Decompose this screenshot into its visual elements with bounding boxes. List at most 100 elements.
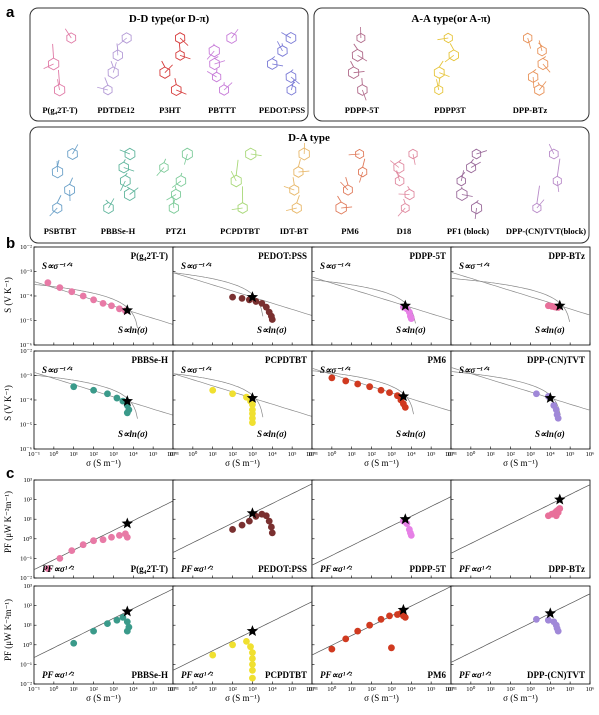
molecule-ring — [552, 175, 562, 187]
data-point — [116, 305, 123, 313]
fit-line-pf — [34, 588, 173, 658]
panel-b-seebeck: 10⁻⁶ 10⁻⁵ 10⁻⁴ 10⁻³ 10⁻² P(g₄2T-T) S∝σ⁻¹ᐟ⁴ S∝ln… — [20, 244, 595, 468]
molecule-bond — [110, 60, 114, 68]
molecule-bond — [395, 172, 400, 177]
data-point — [328, 645, 336, 653]
molecule-ring — [209, 57, 220, 71]
b-y-axis-label-top: S (V K⁻¹) — [3, 277, 13, 313]
fit-line-pf — [451, 593, 590, 663]
subplot-title: DPP-BTz — [549, 251, 586, 261]
molecule-bond — [398, 159, 402, 163]
data-point — [108, 302, 115, 310]
molecule-bond — [161, 60, 166, 68]
x-tick-label: 10¹ — [347, 686, 356, 693]
molecule-ring — [103, 84, 113, 96]
molecule-ring — [343, 184, 353, 196]
molecule-name: PSBTBT — [44, 226, 77, 236]
fit-line-pf — [451, 484, 590, 554]
molecule-name: PDPP-5T — [345, 105, 380, 115]
x-tick-label: 10⁶ — [169, 451, 178, 458]
annotation-power-law: S∝σ⁻¹ᐟ⁴ — [42, 365, 73, 375]
molecule-bond — [353, 71, 365, 74]
data-point — [401, 403, 409, 411]
molecule-name: DPP-(CN)TVT(block) — [506, 226, 586, 236]
molecule-bond — [179, 54, 191, 60]
molecule-bond — [527, 37, 532, 49]
molecule-bond — [357, 54, 368, 62]
star-marker — [399, 513, 411, 525]
data-point — [90, 537, 97, 545]
x-axis-label: σ (S m⁻¹) — [503, 458, 538, 468]
annotation-power-law: S∝σ⁻¹ᐟ⁴ — [320, 261, 351, 271]
data-point — [70, 639, 78, 647]
molecule-ring — [175, 175, 187, 187]
subplot-title: PM6 — [428, 670, 447, 680]
x-tick-label: 10⁴ — [268, 686, 278, 693]
y-tick-label: 10⁻² — [20, 348, 32, 355]
molecule-bond — [283, 186, 295, 191]
x-tick-label: 10⁴ — [268, 451, 278, 458]
data-point — [554, 627, 562, 635]
subplot-c: 10⁻¹ 10⁰ 10¹ 10² 10³ 10⁴ 10⁵ 10⁶10⁻²10⁻¹10⁰10¹1… — [20, 583, 177, 693]
subplot-plot-area — [34, 279, 173, 329]
data-point — [262, 303, 270, 311]
x-tick-label: 10² — [89, 686, 98, 693]
star-marker — [246, 291, 259, 302]
y-tick-label: 10⁻⁵ — [20, 422, 32, 429]
data-point — [533, 390, 540, 398]
molecule-bond — [176, 89, 187, 95]
subplot-plot-area — [312, 367, 451, 415]
annotation-log-law: S∝ln(σ) — [118, 429, 148, 439]
molecule-bond — [542, 56, 547, 59]
y-tick-label: 10³ — [24, 477, 33, 484]
star-marker — [554, 493, 566, 505]
y-tick-label: 10³ — [24, 583, 33, 590]
data-point — [354, 380, 362, 388]
molecule-bond — [173, 199, 176, 203]
x-tick-label: 10⁵ — [566, 686, 575, 693]
fit-line-log — [451, 278, 571, 322]
data-point — [249, 661, 256, 668]
data-point — [44, 565, 52, 573]
molecule-bond — [548, 143, 555, 155]
molecule-bond — [538, 81, 547, 91]
star-marker — [121, 304, 133, 316]
molecule-ring — [119, 174, 131, 188]
fit-line-log — [34, 374, 138, 419]
molecule-bond — [556, 180, 560, 192]
molecule-bond — [123, 167, 135, 172]
x-tick-label: 10⁶ — [447, 686, 456, 693]
star-marker — [121, 395, 133, 406]
star-marker — [246, 392, 259, 403]
molecule-bond — [56, 195, 62, 203]
annotation-power-law: S∝σ⁻¹ᐟ⁴ — [459, 261, 490, 271]
data-point — [90, 386, 97, 394]
data-point — [79, 292, 87, 300]
molecule-bond — [297, 159, 301, 167]
subplot-plot-area — [312, 496, 451, 566]
x-tick-label: 10⁶ — [308, 686, 317, 693]
molecule-bond — [532, 69, 537, 72]
molecule-bond — [214, 60, 226, 65]
molecule-bond — [43, 63, 54, 70]
y-tick-label: 10⁰ — [23, 641, 33, 649]
subplot-plot-area — [173, 272, 312, 323]
subplot-frame — [172, 479, 313, 579]
molecule-bond — [184, 153, 188, 165]
x-axis-label: σ (S m⁻¹) — [225, 458, 260, 468]
fit-line-log — [34, 284, 138, 329]
group-box-da — [29, 126, 590, 244]
molecule-structure — [156, 147, 193, 214]
molecule-bond — [179, 37, 189, 46]
x-axis-label: σ (S m⁻¹) — [86, 693, 121, 703]
molecule-name: DPP-BTz — [513, 105, 548, 115]
x-tick-label: 10² — [228, 451, 237, 458]
subplot-title: PDPP-5T — [410, 251, 447, 261]
data-point — [268, 529, 276, 537]
molecule-bond — [156, 167, 165, 177]
x-tick-label: 10⁶ — [308, 451, 317, 458]
molecule-bond — [444, 55, 455, 63]
subplot-plot-area — [34, 588, 173, 658]
